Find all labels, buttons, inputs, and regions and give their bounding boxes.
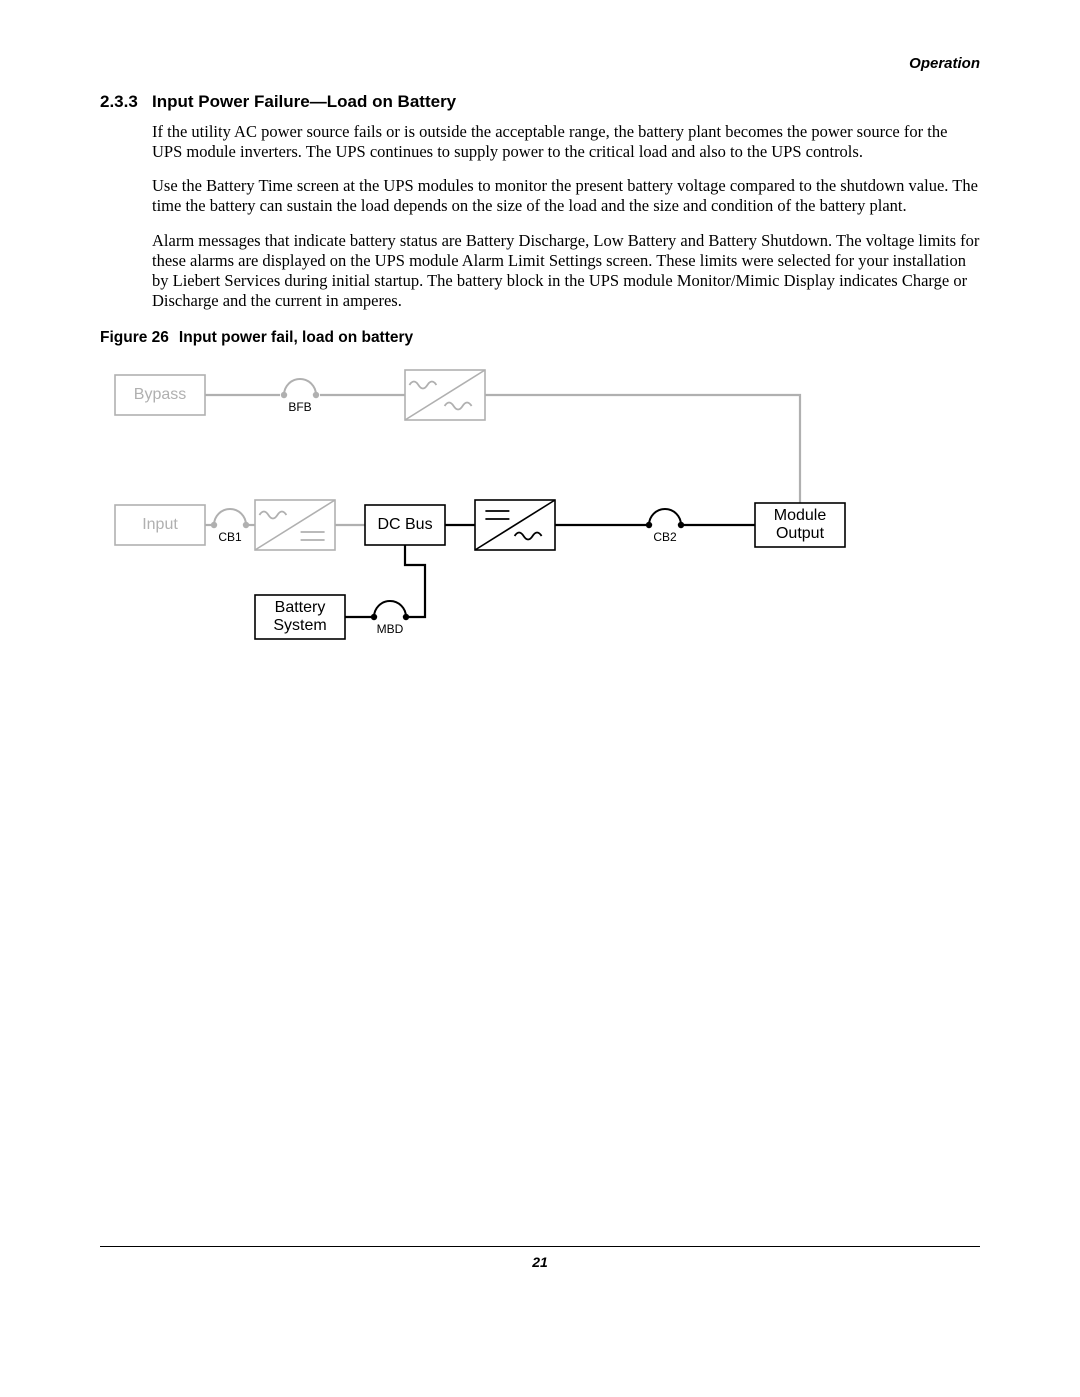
svg-text:Battery: Battery bbox=[275, 599, 326, 616]
section-number: 2.3.3 bbox=[100, 92, 152, 112]
svg-text:Bypass: Bypass bbox=[134, 386, 186, 403]
svg-text:CB2: CB2 bbox=[653, 530, 677, 544]
svg-text:MBD: MBD bbox=[377, 622, 404, 636]
svg-text:Output: Output bbox=[776, 525, 825, 542]
power-flow-diagram: Bypass Input DC Bus ModuleOutput BatterySyst… bbox=[105, 355, 980, 660]
svg-text:CB1: CB1 bbox=[218, 530, 242, 544]
svg-text:Input: Input bbox=[142, 516, 178, 533]
page-number: 21 bbox=[0, 1254, 1080, 1270]
svg-text:Module: Module bbox=[774, 507, 827, 524]
figure-title: Input power fail, load on battery bbox=[179, 329, 413, 346]
section-heading: 2.3.3Input Power Failure—Load on Battery bbox=[100, 92, 980, 112]
running-head: Operation bbox=[100, 55, 980, 72]
paragraph-3: Alarm messages that indicate battery sta… bbox=[152, 231, 980, 312]
figure-label: Figure 26 bbox=[100, 329, 169, 346]
figure-caption: Figure 26 Input power fail, load on batte… bbox=[100, 329, 980, 347]
svg-text:BFB: BFB bbox=[288, 400, 311, 414]
footer-rule bbox=[100, 1246, 980, 1247]
paragraph-1: If the utility AC power source fails or … bbox=[152, 122, 980, 162]
svg-text:System: System bbox=[273, 617, 326, 634]
svg-text:DC Bus: DC Bus bbox=[377, 516, 432, 533]
section-title: Input Power Failure—Load on Battery bbox=[152, 92, 456, 111]
page: Operation 2.3.3Input Power Failure—Load … bbox=[0, 0, 1080, 1302]
paragraph-2: Use the Battery Time screen at the UPS m… bbox=[152, 176, 980, 216]
